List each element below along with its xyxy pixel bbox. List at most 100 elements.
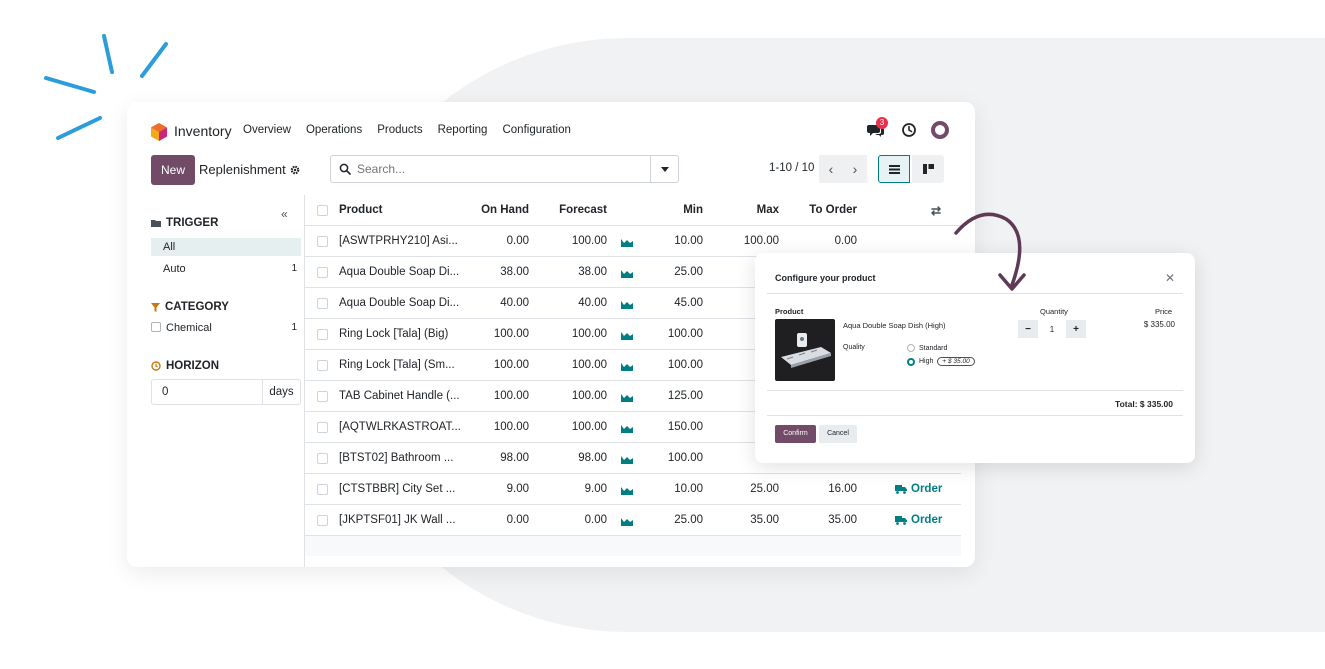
cell-product[interactable]: [ASWTPRHY210] Asi...	[339, 235, 458, 247]
cell-min[interactable]: 125.00	[667, 390, 703, 402]
cell-min[interactable]: 100.00	[667, 328, 703, 340]
cell-product[interactable]: [BTST02] Bathroom ...	[339, 452, 454, 464]
select-all-checkbox[interactable]	[317, 205, 328, 216]
table-row[interactable]: Ring Lock [Tala] (Sm... 100.00 100.00 100.0…	[305, 350, 961, 381]
decrease-quantity-button[interactable]: −	[1018, 320, 1038, 338]
filter-trigger-all[interactable]: All	[151, 238, 301, 256]
list-view-button[interactable]	[878, 155, 910, 183]
radio-standard[interactable]	[907, 344, 915, 352]
horizon-value[interactable]: 0	[162, 386, 169, 398]
row-checkbox[interactable]	[317, 453, 328, 464]
table-row[interactable]: TAB Cabinet Handle (... 100.00 100.00 125.0…	[305, 381, 961, 412]
cell-product[interactable]: [JKPTSF01] JK Wall ...	[339, 514, 456, 526]
row-checkbox[interactable]	[317, 484, 328, 495]
optional-columns-icon[interactable]: ⇄	[931, 204, 942, 218]
cell-min[interactable]: 10.00	[674, 483, 703, 495]
cell-min[interactable]: 25.00	[674, 514, 703, 526]
menu-reporting[interactable]: Reporting	[437, 124, 488, 136]
quality-high-option[interactable]: High + $ 35.00	[907, 357, 975, 366]
forecast-graph-icon[interactable]	[621, 454, 633, 464]
cell-product[interactable]: Ring Lock [Tala] (Sm...	[339, 359, 455, 371]
cell-min[interactable]: 100.00	[667, 359, 703, 371]
cell-product[interactable]: [AQTWLRKASTROAT...	[339, 421, 461, 433]
cell-min[interactable]: 10.00	[674, 235, 703, 247]
table-row[interactable]: Ring Lock [Tala] (Big) 100.00 100.00 100.00…	[305, 319, 961, 350]
menu-products[interactable]: Products	[377, 124, 423, 136]
row-checkbox[interactable]	[317, 360, 328, 371]
menu-configuration[interactable]: Configuration	[502, 124, 571, 136]
messages-button[interactable]: 3	[867, 117, 888, 140]
cell-product[interactable]: [CTSTBBR] City Set ...	[339, 483, 456, 495]
increase-quantity-button[interactable]: +	[1066, 320, 1086, 338]
collapse-panel-icon[interactable]: «	[281, 207, 288, 221]
order-button[interactable]: Order	[895, 483, 942, 495]
forecast-graph-icon[interactable]	[621, 392, 633, 402]
forecast-graph-icon[interactable]	[621, 516, 633, 526]
header-product[interactable]: Product	[339, 204, 383, 216]
quantity-value[interactable]: 1	[1049, 324, 1055, 334]
filter-trigger-auto[interactable]: Auto 1	[151, 260, 301, 278]
header-on-hand[interactable]: On Hand	[481, 204, 529, 216]
row-checkbox[interactable]	[317, 267, 328, 278]
row-checkbox[interactable]	[317, 391, 328, 402]
header-min[interactable]: Min	[683, 204, 703, 216]
forecast-graph-icon[interactable]	[621, 485, 633, 495]
forecast-graph-icon[interactable]	[621, 268, 633, 278]
cell-to-order[interactable]: 0.00	[834, 235, 857, 247]
forecast-graph-icon[interactable]	[621, 299, 633, 309]
filter-category-chemical[interactable]: Chemical 1	[151, 319, 301, 337]
row-checkbox[interactable]	[317, 515, 328, 526]
order-button[interactable]: Order	[895, 514, 942, 526]
cell-product[interactable]: Aqua Double Soap Di...	[339, 297, 460, 309]
cell-to-order[interactable]: 16.00	[828, 483, 857, 495]
pager-previous-button[interactable]: ‹	[819, 155, 843, 183]
cell-max[interactable]: 25.00	[750, 483, 779, 495]
header-to-order[interactable]: To Order	[809, 204, 857, 216]
gear-icon[interactable]	[290, 165, 300, 175]
cell-min[interactable]: 100.00	[667, 452, 703, 464]
cell-max[interactable]: 100.00	[743, 235, 779, 247]
search-options-toggle[interactable]	[650, 156, 678, 182]
pager-value[interactable]: 1-10 / 10	[769, 162, 815, 174]
cell-product[interactable]: Aqua Double Soap Di...	[339, 266, 460, 278]
activity-clock-icon[interactable]	[901, 122, 917, 138]
user-avatar[interactable]	[931, 121, 949, 139]
cell-max[interactable]: 35.00	[750, 514, 779, 526]
radio-high[interactable]	[907, 357, 915, 366]
table-row[interactable]: [CTSTBBR] City Set ... 9.00 9.00 10.00 25.00…	[305, 474, 961, 505]
horizon-input[interactable]: 0 days	[151, 379, 301, 405]
forecast-graph-icon[interactable]	[621, 237, 633, 247]
new-button[interactable]: New	[151, 155, 195, 185]
forecast-graph-icon[interactable]	[621, 330, 633, 340]
close-icon[interactable]: ✕	[1164, 271, 1175, 285]
menu-overview[interactable]: Overview	[243, 124, 291, 136]
table-row[interactable]: [ASWTPRHY210] Asi... 0.00 100.00 10.00 100.0…	[305, 226, 961, 257]
header-max[interactable]: Max	[756, 204, 779, 216]
quality-standard-option[interactable]: Standard	[907, 344, 947, 352]
forecast-graph-icon[interactable]	[621, 361, 633, 371]
menu-operations[interactable]: Operations	[305, 124, 363, 136]
row-checkbox[interactable]	[317, 329, 328, 340]
category-checkbox[interactable]	[151, 322, 161, 332]
pager-next-button[interactable]: ›	[843, 155, 867, 183]
cell-to-order[interactable]: 35.00	[828, 514, 857, 526]
cell-product[interactable]: TAB Cabinet Handle (...	[339, 390, 460, 402]
cell-min[interactable]: 150.00	[667, 421, 703, 433]
table-row[interactable]: [JKPTSF01] JK Wall ... 0.00 0.00 25.00 35.00…	[305, 505, 961, 536]
search-input[interactable]	[357, 162, 637, 176]
cell-product[interactable]: Ring Lock [Tala] (Big)	[339, 328, 449, 340]
confirm-button[interactable]: Confirm	[775, 425, 816, 443]
row-checkbox[interactable]	[317, 422, 328, 433]
cell-min[interactable]: 25.00	[674, 266, 703, 278]
app-name[interactable]: Inventory	[174, 123, 232, 139]
forecast-graph-icon[interactable]	[621, 423, 633, 433]
header-forecast[interactable]: Forecast	[559, 204, 607, 216]
row-checkbox[interactable]	[317, 236, 328, 247]
kanban-view-button[interactable]	[912, 155, 944, 183]
row-checkbox[interactable]	[317, 298, 328, 309]
cell-min[interactable]: 45.00	[674, 297, 703, 309]
cancel-button[interactable]: Cancel	[819, 425, 857, 443]
